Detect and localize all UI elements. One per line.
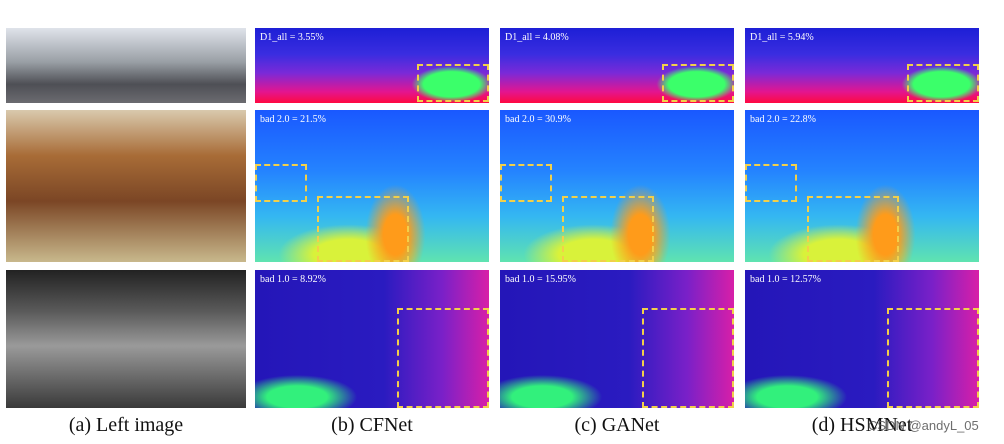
left-image [6, 110, 246, 262]
disparity-map: D1_all = 4.08% [500, 28, 734, 103]
highlight-box [317, 196, 409, 262]
highlight-box [500, 164, 552, 202]
metric-label: bad 2.0 = 22.8% [750, 114, 816, 125]
highlight-box [255, 164, 307, 202]
metric-label: D1_all = 4.08% [505, 32, 569, 43]
metric-label: bad 1.0 = 12.57% [750, 274, 821, 285]
disparity-map: bad 1.0 = 8.92% [255, 270, 489, 408]
metric-label: D1_all = 3.55% [260, 32, 324, 43]
watermark: CSDN @andyL_05 [868, 418, 979, 433]
disparity-map: D1_all = 5.94% [745, 28, 979, 103]
caption: (b) CFNet [331, 414, 413, 436]
highlight-box [417, 64, 489, 102]
disparity-map: bad 1.0 = 12.57% [745, 270, 979, 408]
disparity-map: bad 2.0 = 21.5% [255, 110, 489, 262]
left-image [6, 270, 246, 408]
caption: (d) HSMNet [811, 414, 913, 436]
metric-label: D1_all = 5.94% [750, 32, 814, 43]
highlight-box [887, 308, 979, 408]
highlight-box [662, 64, 734, 102]
metric-label: bad 2.0 = 21.5% [260, 114, 326, 125]
highlight-box [397, 308, 489, 408]
disparity-map: D1_all = 3.55% [255, 28, 489, 103]
caption: (a) Left image [68, 414, 184, 436]
metric-label: bad 1.0 = 15.95% [505, 274, 576, 285]
left-image [6, 28, 246, 103]
disparity-map: bad 1.0 = 15.95% [500, 270, 734, 408]
highlight-box [807, 196, 899, 262]
highlight-box [642, 308, 734, 408]
metric-label: bad 1.0 = 8.92% [260, 274, 326, 285]
highlight-box [907, 64, 979, 102]
highlight-box [562, 196, 654, 262]
disparity-map: bad 2.0 = 22.8% [745, 110, 979, 262]
highlight-box [745, 164, 797, 202]
disparity-map: bad 2.0 = 30.9% [500, 110, 734, 262]
caption: (c) GANet [574, 414, 660, 436]
metric-label: bad 2.0 = 30.9% [505, 114, 571, 125]
